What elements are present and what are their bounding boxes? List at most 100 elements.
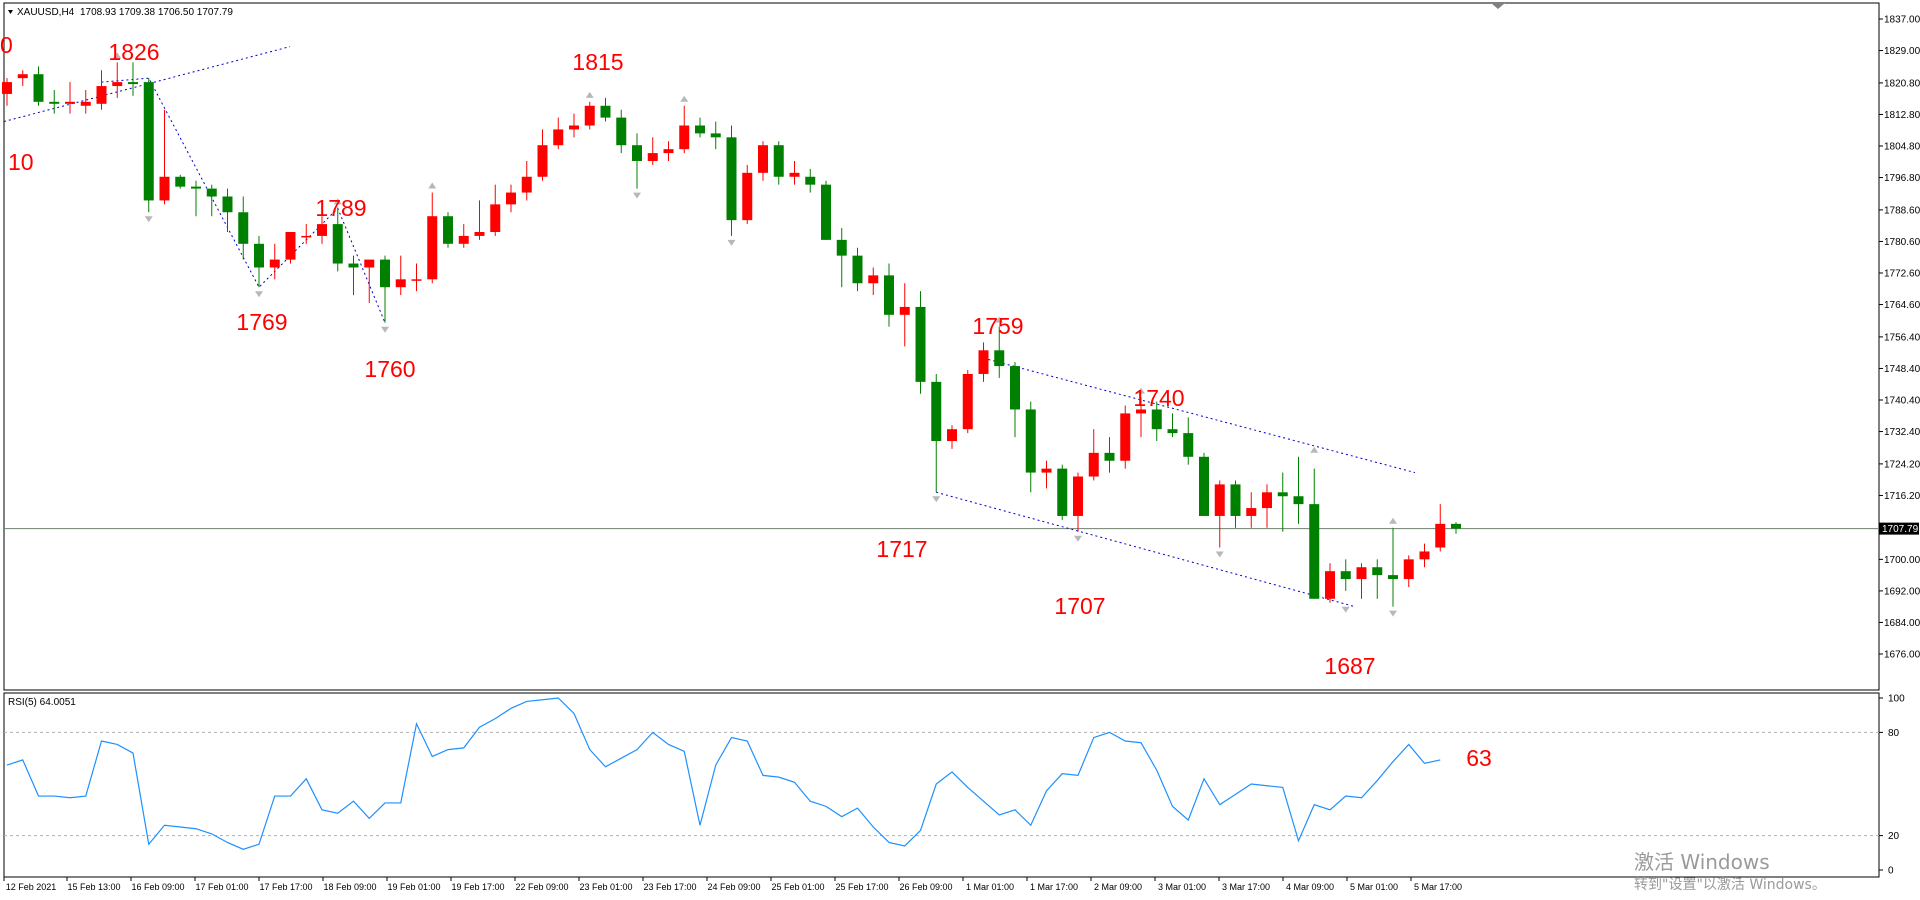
time-tick-label: 19 Feb 01:00 [387, 882, 440, 892]
price-annotation: 1789 [315, 195, 366, 221]
price-annotation: 1769 [236, 309, 287, 335]
price-annotation: 1759 [972, 313, 1023, 339]
candle-body [143, 82, 154, 201]
fractal-down-icon [381, 326, 389, 333]
candle-body [1325, 571, 1335, 599]
price-tick-label: 1829.00 [1884, 46, 1920, 57]
candle-body [695, 125, 705, 134]
fractal-down-icon [1074, 535, 1082, 542]
price-annotation: 1740 [1133, 385, 1184, 411]
rsi-line [6, 697, 1441, 851]
candle-body [773, 145, 784, 177]
time-tick-label: 1 Mar 17:00 [1030, 882, 1078, 892]
fractal-up-icon [995, 316, 1004, 323]
candle-body [1120, 413, 1131, 461]
shift-marker-icon[interactable] [1491, 3, 1505, 9]
fractal-up-icon [585, 91, 594, 98]
candle-body [128, 82, 138, 85]
candle-body [537, 145, 548, 177]
candle-body [65, 101, 75, 104]
time-tick-label: 12 Feb 2021 [6, 882, 57, 892]
price-tick-label: 1732.40 [1884, 427, 1920, 438]
time-tick-label: 5 Mar 17:00 [1414, 882, 1462, 892]
price-annotation: 63 [1466, 745, 1492, 771]
price-tick-label: 1772.60 [1884, 269, 1920, 280]
candle-body [332, 224, 343, 264]
candle-body [395, 279, 406, 288]
candle-body [1451, 523, 1461, 529]
candle-body [663, 149, 674, 154]
dropdown-triangle-icon[interactable] [8, 10, 13, 14]
fractal-up-icon [1310, 446, 1319, 453]
candle-body [269, 259, 280, 268]
candle-body [458, 235, 469, 244]
fractal-down-icon [255, 291, 263, 298]
candle-body [1088, 452, 1099, 477]
price-tick-label: 1788.60 [1884, 205, 1920, 216]
candle-body [2, 82, 12, 94]
candle-body [96, 86, 107, 104]
candle-body [569, 125, 579, 130]
time-tick-label: 22 Feb 09:00 [515, 882, 568, 892]
candle-body [1309, 504, 1320, 599]
candle-body [521, 176, 532, 193]
time-tick-label: 15 Feb 13:00 [67, 882, 120, 892]
price-pane[interactable] [3, 2, 1880, 691]
time-tick-label: 24 Feb 09:00 [707, 882, 760, 892]
candle-body [1435, 523, 1446, 548]
candle-body [112, 82, 123, 87]
candle-body [222, 196, 233, 213]
candle-body [1230, 484, 1241, 516]
time-tick-label: 1 Mar 01:00 [966, 882, 1014, 892]
rsi-tick-label: 100 [1888, 694, 1905, 705]
candle-body [1073, 476, 1083, 516]
price-tick-label: 1724.20 [1884, 459, 1920, 470]
candle-body [836, 239, 847, 256]
candle-body [285, 231, 296, 260]
candle-body [899, 306, 910, 315]
candle-body [1199, 456, 1209, 516]
candle-body [159, 176, 170, 201]
candle-body [443, 216, 453, 244]
candle-body [1136, 409, 1146, 414]
price-tick-label: 1684.00 [1884, 618, 1920, 629]
ohlc-label: 1708.93 1709.38 1706.50 1707.79 [80, 7, 233, 18]
price-tick-label: 1820.80 [1884, 78, 1920, 89]
candle-body [947, 429, 957, 442]
price-tick-label: 1837.00 [1884, 15, 1920, 26]
watermark-line2: 转到"设置"以激活 Windows。 [1634, 876, 1826, 893]
fractal-down-icon [633, 192, 641, 199]
rsi-label: RSI(5) 64.0051 [8, 697, 76, 708]
price-annotation: 1717 [876, 536, 927, 562]
candle-body [1214, 484, 1225, 516]
candle-body [254, 243, 264, 268]
rsi-tick-label: 0 [1888, 866, 1894, 877]
fractal-down-icon [1389, 610, 1397, 617]
candle-body [789, 172, 800, 177]
time-tick-label: 23 Feb 17:00 [643, 882, 696, 892]
time-tick-label: 16 Feb 09:00 [131, 882, 184, 892]
time-tick-label: 17 Feb 17:00 [259, 882, 312, 892]
time-tick-label: 3 Mar 17:00 [1222, 882, 1270, 892]
candle-body [868, 275, 879, 284]
rsi-pane[interactable] [3, 692, 1880, 878]
candle-body [1403, 559, 1414, 580]
candle-body [821, 184, 831, 240]
candle-body [978, 350, 989, 374]
price-tick-label: 1716.20 [1884, 491, 1920, 502]
time-tick-label: 2 Mar 09:00 [1094, 882, 1142, 892]
fractal-up-icon [428, 182, 437, 189]
candle-body [490, 204, 501, 232]
candle-body [1356, 567, 1367, 580]
candle-body [206, 188, 217, 197]
price-annotation: 1826 [108, 39, 159, 65]
price-tick-label: 1748.40 [1884, 364, 1920, 375]
upper-trendline-feb [3, 46, 291, 123]
candle-body [805, 176, 816, 185]
fractal-up-icon [333, 198, 342, 205]
fractal-up-icon [680, 95, 689, 102]
activation-watermark: 激活 Windows 转到"设置"以激活 Windows。 [1634, 850, 1826, 893]
candle-body [380, 259, 390, 288]
candle-body [1183, 433, 1194, 457]
fractal-up-icon [1137, 387, 1145, 394]
